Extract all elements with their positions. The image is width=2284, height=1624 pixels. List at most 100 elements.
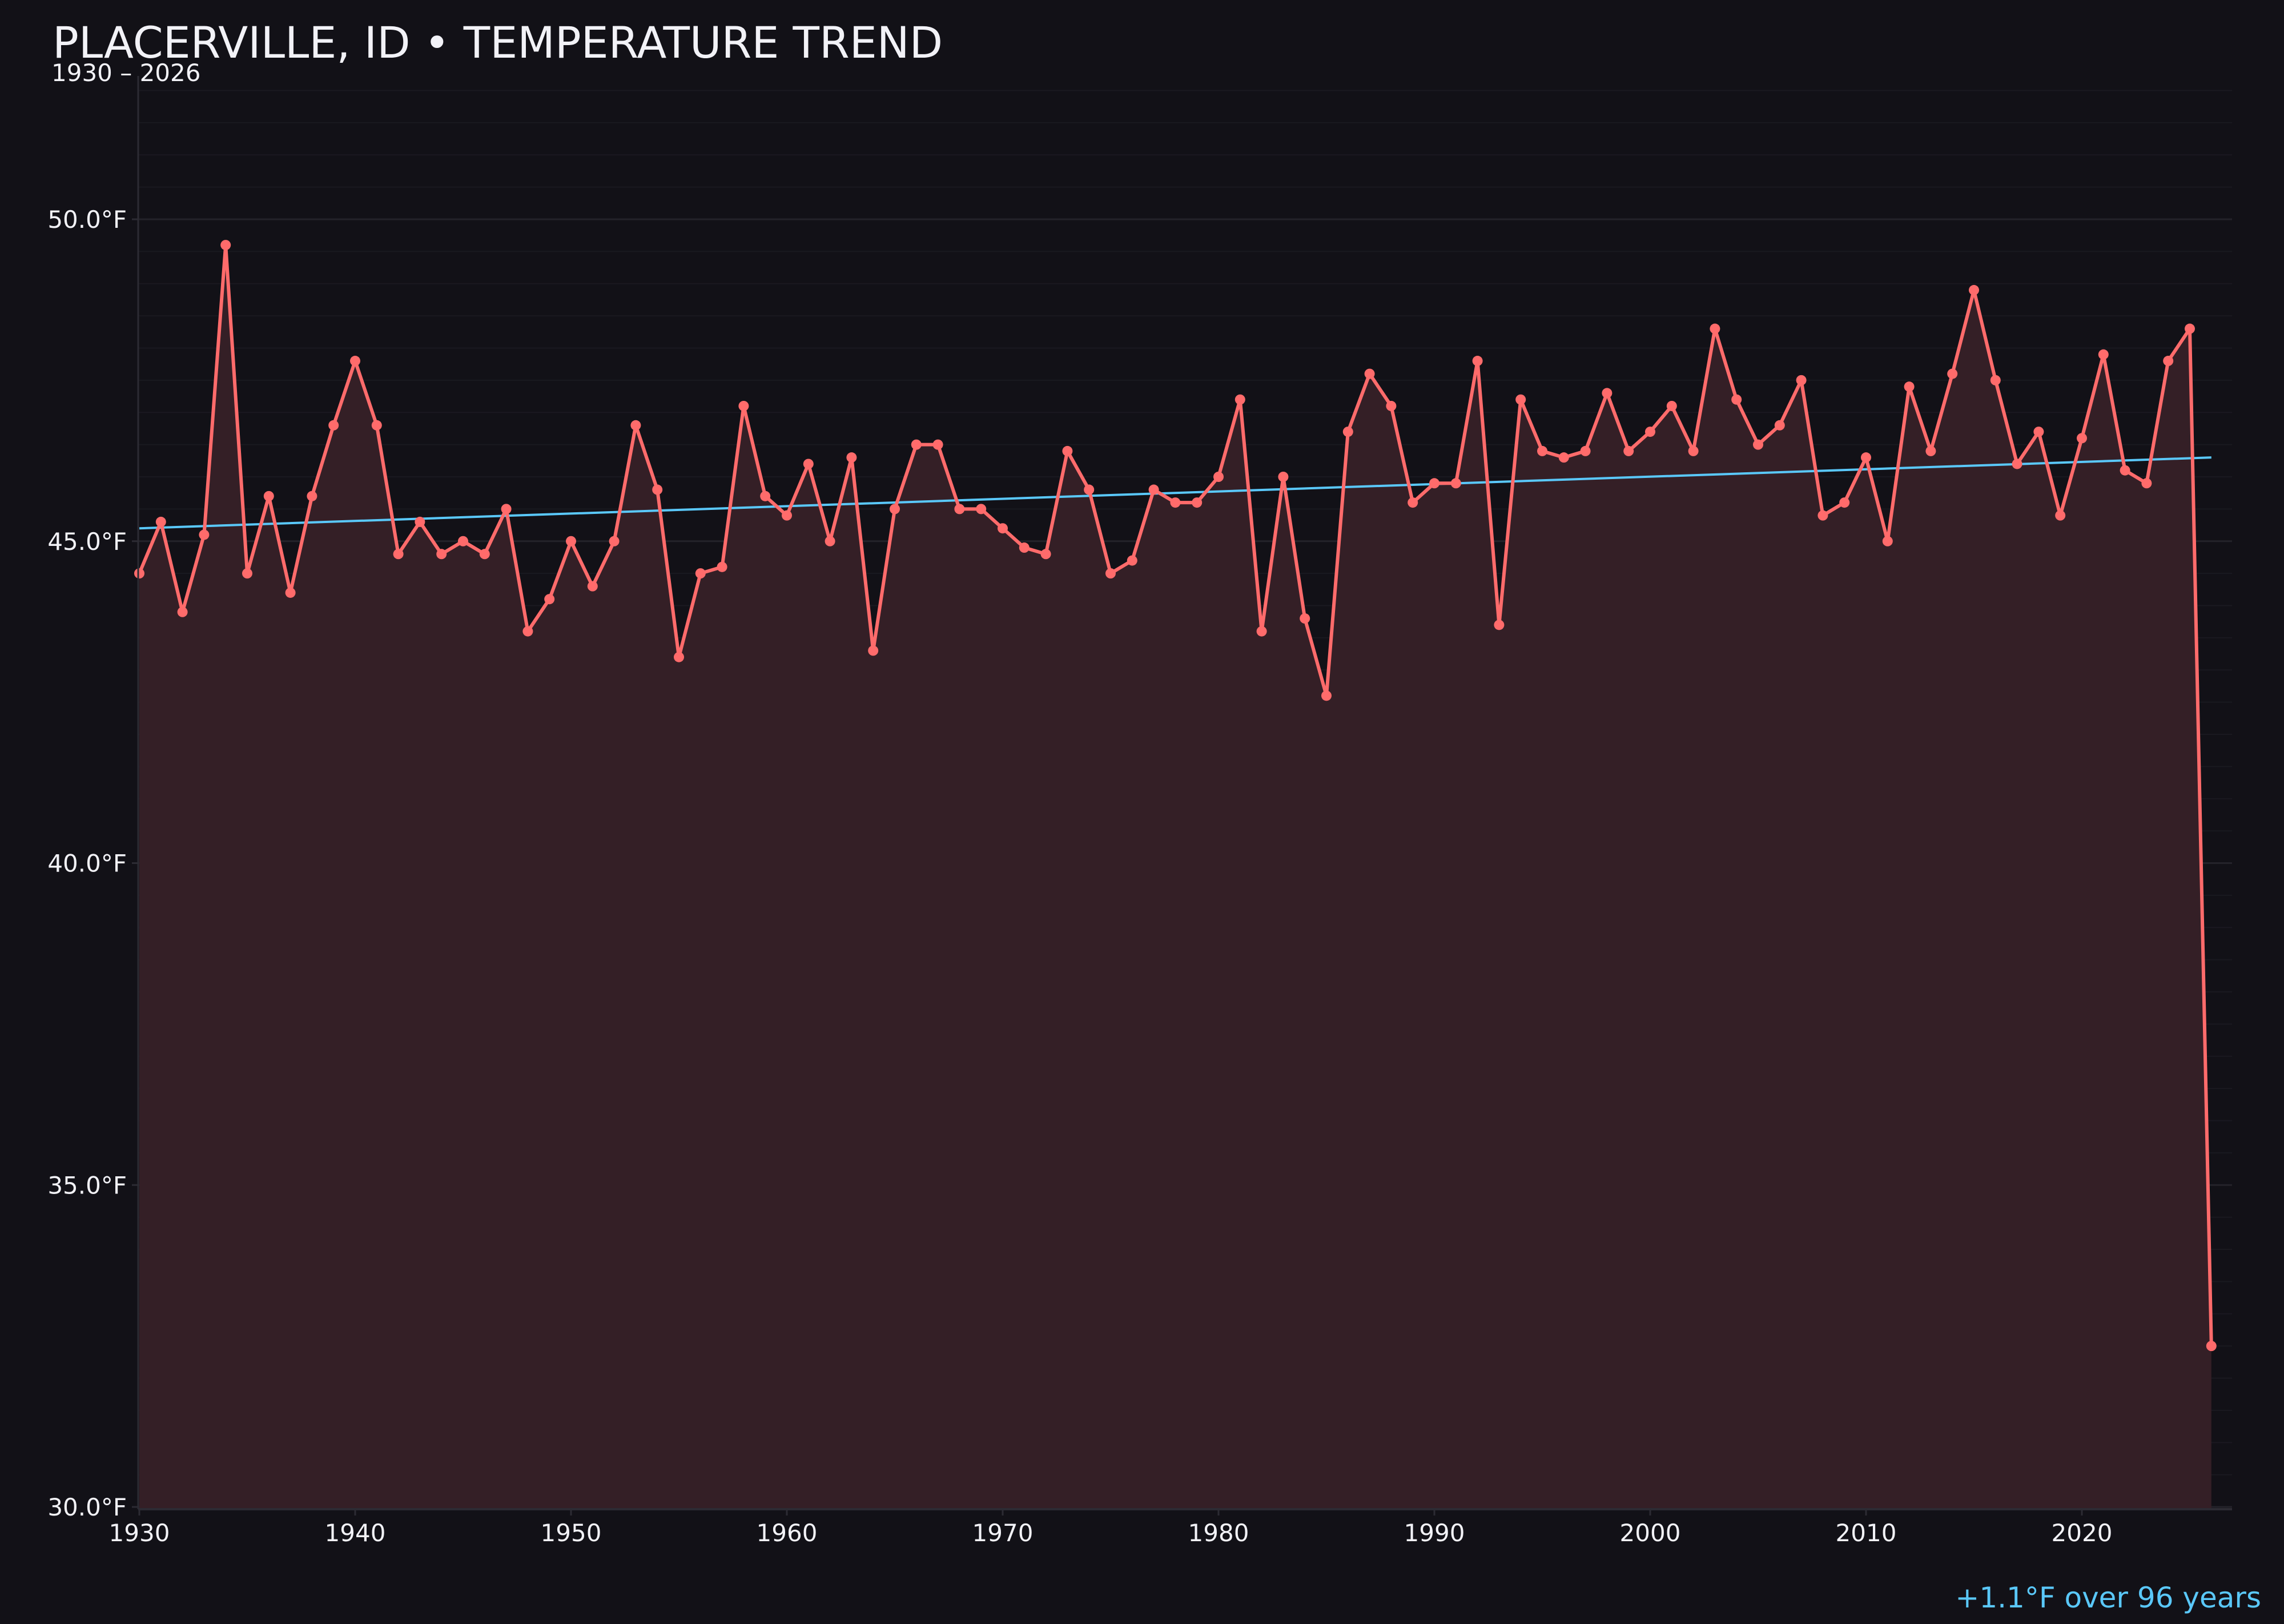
data-point-1973: [1062, 445, 1073, 456]
data-point-1998: [1602, 388, 1613, 399]
temperature-area-fill: [139, 245, 2211, 1509]
data-point-2004: [1731, 394, 1742, 405]
data-point-1966: [911, 439, 922, 450]
data-point-1991: [1450, 478, 1461, 489]
y-tick-label: 40.0°F: [47, 850, 127, 878]
data-point-2010: [1861, 452, 1871, 463]
data-point-1940: [350, 356, 360, 367]
y-axis-ticks: 30.0°F 35.0°F 40.0°F 45.0°F 50.0°F: [47, 206, 138, 1521]
data-point-1946: [479, 549, 490, 560]
data-point-1938: [307, 491, 317, 501]
data-point-1934: [220, 240, 231, 251]
data-point-1942: [393, 549, 404, 560]
data-point-1950: [566, 536, 576, 546]
data-point-1983: [1278, 472, 1289, 482]
data-point-1972: [1040, 549, 1051, 560]
data-point-1930: [134, 568, 144, 579]
data-point-2003: [1710, 323, 1720, 334]
data-point-1952: [609, 536, 620, 546]
x-tick-label: 1980: [1188, 1519, 1249, 1547]
x-tick-label: 2000: [1620, 1519, 1681, 1547]
data-point-1993: [1494, 620, 1505, 630]
data-point-1944: [436, 549, 447, 560]
data-point-1980: [1213, 472, 1224, 482]
data-point-1949: [544, 594, 555, 605]
x-tick-label: 1940: [325, 1519, 386, 1547]
data-point-2016: [1990, 375, 2001, 385]
data-point-2013: [1925, 445, 1936, 456]
data-point-1989: [1408, 497, 1418, 508]
x-tick-label: 1970: [972, 1519, 1034, 1547]
x-tick-label: 1960: [757, 1519, 818, 1547]
data-point-2022: [2120, 465, 2130, 476]
data-point-1939: [328, 420, 339, 431]
data-point-2014: [1947, 368, 1958, 379]
x-tick-label: 1990: [1404, 1519, 1465, 1547]
data-point-2006: [1774, 420, 1785, 431]
data-point-1964: [868, 645, 879, 656]
data-point-2008: [1817, 510, 1828, 521]
data-point-1932: [177, 606, 188, 617]
data-point-1953: [630, 420, 641, 431]
axes: [137, 76, 2232, 1510]
data-point-2018: [2033, 427, 2044, 437]
data-point-1994: [1515, 394, 1526, 405]
data-point-1987: [1364, 368, 1375, 379]
data-point-1988: [1386, 400, 1397, 411]
data-point-1945: [458, 536, 468, 546]
data-point-1957: [717, 561, 727, 572]
data-point-1982: [1256, 626, 1267, 637]
data-point-1955: [674, 652, 684, 662]
data-point-1933: [199, 529, 210, 540]
data-point-1959: [760, 491, 771, 501]
data-point-1990: [1429, 478, 1439, 489]
trend-annotation: +1.1°F over 96 years: [1955, 1581, 2261, 1614]
x-tick-label: 1930: [109, 1519, 170, 1547]
data-point-1937: [285, 587, 296, 598]
data-point-2026: [2206, 1341, 2217, 1352]
data-point-1965: [890, 504, 900, 514]
data-point-1954: [652, 484, 663, 495]
data-point-1960: [782, 510, 792, 521]
data-point-1996: [1558, 452, 1569, 463]
data-point-1974: [1084, 484, 1095, 495]
data-point-2025: [2185, 323, 2195, 334]
data-point-1958: [738, 400, 749, 411]
data-point-1979: [1192, 497, 1203, 508]
data-point-2000: [1645, 427, 1655, 437]
data-point-2021: [2098, 349, 2109, 360]
y-tick-label: 30.0°F: [47, 1493, 127, 1521]
data-point-1992: [1472, 356, 1483, 367]
data-point-1984: [1300, 613, 1310, 624]
x-tick-label: 1950: [541, 1519, 602, 1547]
data-point-2024: [2163, 356, 2174, 367]
data-point-1997: [1580, 445, 1591, 456]
data-point-2023: [2141, 478, 2152, 489]
data-point-1936: [263, 491, 274, 501]
data-point-1963: [846, 452, 857, 463]
y-tick-label: 50.0°F: [47, 206, 127, 234]
data-point-1931: [155, 516, 166, 527]
data-point-1951: [587, 581, 598, 592]
data-point-1941: [371, 420, 382, 431]
y-tick-label: 35.0°F: [47, 1171, 127, 1199]
data-point-1969: [976, 504, 987, 514]
data-point-2007: [1796, 375, 1807, 385]
data-point-2011: [1882, 536, 1893, 546]
data-point-1962: [825, 536, 835, 546]
data-point-1935: [242, 568, 252, 579]
data-point-1947: [501, 504, 512, 514]
data-point-2005: [1753, 439, 1763, 450]
trend-line: [139, 456, 2211, 530]
data-point-1956: [695, 568, 706, 579]
data-point-1948: [522, 626, 533, 637]
data-point-1961: [803, 459, 814, 469]
data-point-1999: [1623, 445, 1634, 456]
data-point-2019: [2055, 510, 2066, 521]
x-tick-label: 2010: [1836, 1519, 1897, 1547]
data-point-1985: [1321, 690, 1332, 701]
data-point-2015: [1969, 285, 1979, 296]
data-point-1971: [1019, 542, 1030, 553]
data-point-1986: [1342, 427, 1353, 437]
